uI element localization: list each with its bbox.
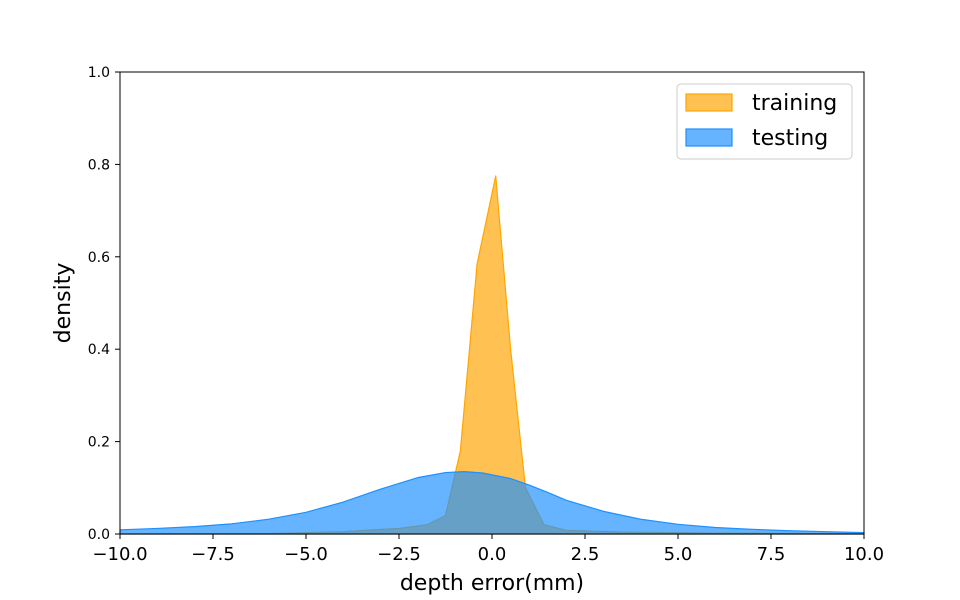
x-tick-label: −10.0 [92, 544, 147, 565]
x-axis-title: depth error(mm) [400, 571, 584, 596]
y-tick-label: 0.2 [88, 435, 110, 451]
y-tick-label: 0.4 [88, 342, 110, 358]
legend-label-training: training [752, 91, 837, 116]
y-tick-label: 1.0 [88, 65, 110, 81]
legend-swatch-testing [685, 128, 733, 147]
legend-label-testing: testing [752, 126, 828, 151]
y-tick-label: 0.6 [88, 250, 110, 266]
x-tick-label: 5.0 [664, 544, 693, 565]
y-tick-label: 0.8 [88, 157, 110, 173]
y-tick-label: 0.0 [88, 527, 110, 543]
y-axis: 0.0 0.2 0.4 0.6 0.8 1.0 [88, 65, 120, 543]
legend-swatch-training [685, 93, 733, 112]
x-axis: −10.0 −7.5 −5.0 −2.5 0.0 2.5 5.0 7.5 10.0 [92, 534, 884, 565]
x-tick-label: −2.5 [377, 544, 421, 565]
x-tick-label: 0.0 [478, 544, 507, 565]
x-tick-label: −7.5 [191, 544, 235, 565]
series-layer [119, 175, 865, 535]
x-tick-label: −5.0 [284, 544, 328, 565]
x-tick-label: 7.5 [757, 544, 786, 565]
y-axis-title: density [51, 263, 76, 344]
x-tick-label: 10.0 [844, 544, 884, 565]
area-testing [119, 471, 865, 535]
x-tick-label: 2.5 [571, 544, 600, 565]
legend: training testing [676, 83, 853, 160]
